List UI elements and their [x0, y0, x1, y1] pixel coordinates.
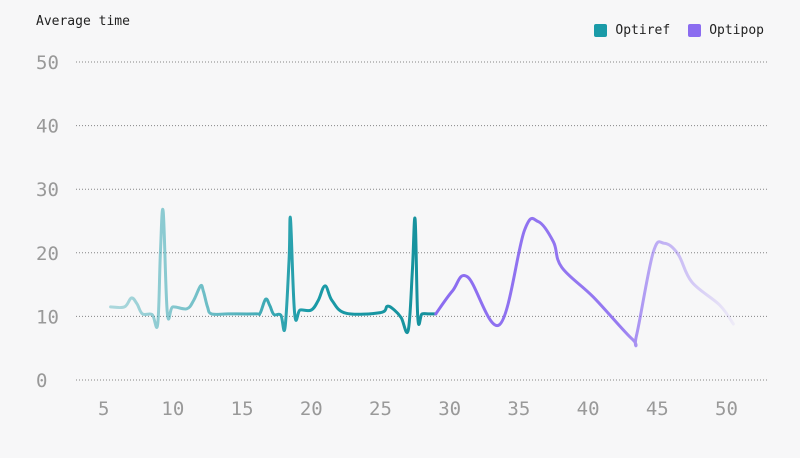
legend-item-optipop[interactable]: Optipop [688, 23, 764, 38]
x-tick-label: 40 [577, 398, 600, 420]
y-tick-label: 20 [36, 243, 59, 265]
y-tick-label: 40 [36, 116, 59, 138]
series [109, 207, 735, 348]
x-tick-label: 30 [438, 398, 461, 420]
grid [76, 61, 768, 381]
x-tick-label: 20 [300, 398, 323, 420]
legend-item-optiref[interactable]: Optiref [594, 23, 670, 38]
x-tick-label: 50 [715, 398, 738, 420]
y-tick-label: 50 [36, 52, 59, 74]
legend-label-optiref: Optiref [615, 23, 671, 38]
legend: Optiref Optipop [594, 23, 764, 38]
legend-swatch-optiref [594, 24, 608, 37]
series-line-optipop[interactable] [434, 216, 735, 348]
x-tick-label: 10 [161, 398, 184, 420]
x-tick-label: 45 [646, 398, 669, 420]
x-tick-label: 5 [98, 398, 109, 420]
axis-labels: 0 10 20 30 40 50 5 10 15 20 25 30 35 40 45 50 [36, 52, 738, 420]
x-tick-label: 35 [507, 398, 530, 420]
x-tick-label: 15 [231, 398, 254, 420]
y-tick-label: 30 [36, 179, 59, 201]
series-line-optiref[interactable] [109, 207, 438, 334]
legend-swatch-optipop [688, 24, 702, 37]
y-tick-label: 0 [36, 370, 47, 392]
legend-label-optipop: Optipop [709, 23, 764, 38]
chart-title: Average time [36, 14, 130, 29]
x-tick-label: 25 [369, 398, 392, 420]
y-tick-label: 10 [36, 306, 59, 328]
